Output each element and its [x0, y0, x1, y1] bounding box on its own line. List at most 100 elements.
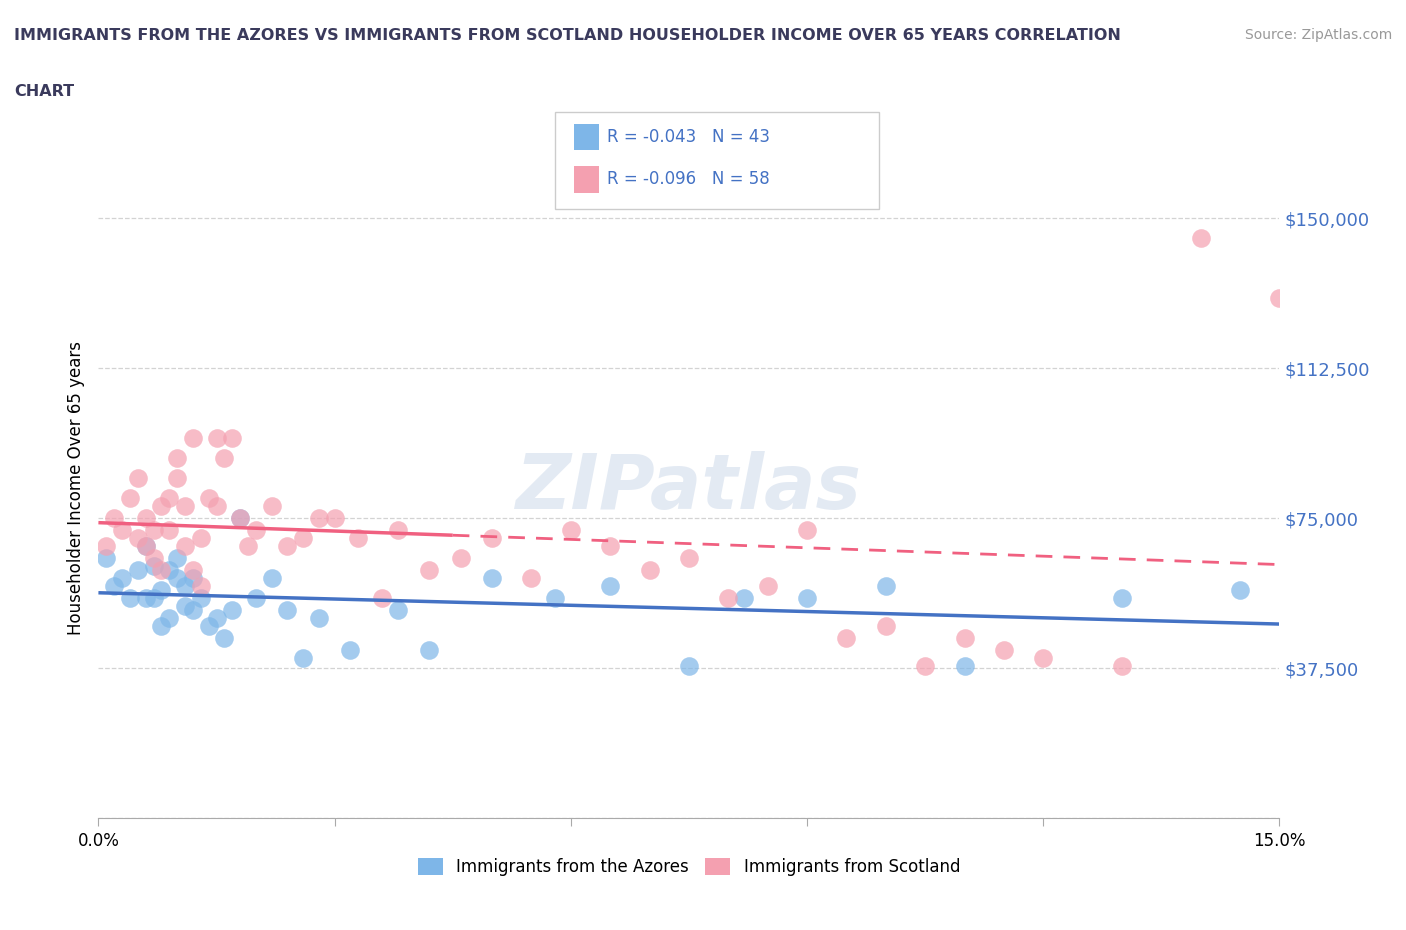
Point [323, 511, 346, 525]
Point [142, 551, 165, 565]
Point [418, 643, 440, 658]
Text: R = -0.096   N = 58: R = -0.096 N = 58 [607, 170, 770, 189]
Point [127, 471, 149, 485]
Point [229, 511, 252, 525]
Text: CHART: CHART [14, 84, 75, 99]
Point [1111, 591, 1133, 605]
Point [339, 643, 361, 658]
Point [96, 538, 118, 553]
Point [135, 538, 157, 553]
Point [150, 583, 173, 598]
Point [135, 511, 157, 525]
Point [599, 578, 621, 593]
Point [150, 618, 173, 633]
Point [157, 523, 180, 538]
Point [174, 578, 197, 593]
Point [166, 451, 188, 466]
Point [678, 551, 700, 565]
Point [387, 523, 409, 538]
Point [544, 591, 567, 605]
Point [1032, 651, 1054, 666]
Point [181, 603, 204, 618]
Point [260, 498, 283, 513]
Point [245, 591, 267, 605]
Point [1229, 583, 1251, 598]
Point [166, 471, 188, 485]
Point [135, 538, 157, 553]
Point [135, 591, 157, 605]
Point [481, 531, 503, 546]
Point [1111, 658, 1133, 673]
Point [118, 491, 141, 506]
Point [450, 551, 472, 565]
Point [181, 431, 204, 445]
Point [953, 631, 976, 645]
Point [914, 658, 936, 673]
Point [308, 511, 330, 525]
Point [181, 571, 204, 586]
Point [174, 498, 197, 513]
Point [142, 559, 165, 574]
Point [174, 599, 197, 614]
Point [181, 563, 204, 578]
Text: Source: ZipAtlas.com: Source: ZipAtlas.com [1244, 28, 1392, 42]
Point [229, 511, 252, 525]
Point [127, 531, 149, 546]
Point [347, 531, 370, 546]
Point [953, 658, 976, 673]
Point [560, 523, 582, 538]
Point [308, 611, 330, 626]
Point [418, 563, 440, 578]
Point [150, 498, 173, 513]
Point [205, 498, 228, 513]
Point [111, 571, 134, 586]
Point [214, 451, 236, 466]
Point [292, 651, 315, 666]
Point [127, 563, 149, 578]
Point [205, 431, 228, 445]
Point [221, 603, 243, 618]
Point [236, 538, 259, 553]
Point [638, 563, 661, 578]
Point [103, 511, 125, 525]
Point [1189, 231, 1212, 246]
Point [190, 578, 212, 593]
Point [205, 611, 228, 626]
Point [245, 523, 267, 538]
Point [166, 571, 188, 586]
Legend: Immigrants from the Azores, Immigrants from Scotland: Immigrants from the Azores, Immigrants f… [411, 851, 967, 883]
Point [190, 531, 212, 546]
Point [371, 591, 394, 605]
Point [118, 591, 141, 605]
Point [150, 563, 173, 578]
Point [387, 603, 409, 618]
Y-axis label: Householder Income Over 65 years: Householder Income Over 65 years [66, 341, 84, 635]
Point [174, 538, 197, 553]
Point [111, 523, 134, 538]
Point [103, 578, 125, 593]
Point [796, 523, 818, 538]
Point [678, 658, 700, 673]
Point [190, 591, 212, 605]
Point [520, 571, 543, 586]
Point [157, 491, 180, 506]
Point [197, 618, 219, 633]
Point [717, 591, 740, 605]
Point [835, 631, 858, 645]
Point [276, 603, 298, 618]
Point [157, 563, 180, 578]
Point [260, 571, 283, 586]
Text: ZIPatlas: ZIPatlas [516, 451, 862, 525]
Point [166, 551, 188, 565]
Point [197, 491, 219, 506]
Point [142, 591, 165, 605]
Point [733, 591, 755, 605]
Point [157, 611, 180, 626]
Point [993, 643, 1015, 658]
Text: R = -0.043   N = 43: R = -0.043 N = 43 [607, 127, 770, 146]
Point [875, 578, 897, 593]
Point [276, 538, 298, 553]
Point [142, 523, 165, 538]
Point [214, 631, 236, 645]
Text: IMMIGRANTS FROM THE AZORES VS IMMIGRANTS FROM SCOTLAND HOUSEHOLDER INCOME OVER 6: IMMIGRANTS FROM THE AZORES VS IMMIGRANTS… [14, 28, 1121, 43]
